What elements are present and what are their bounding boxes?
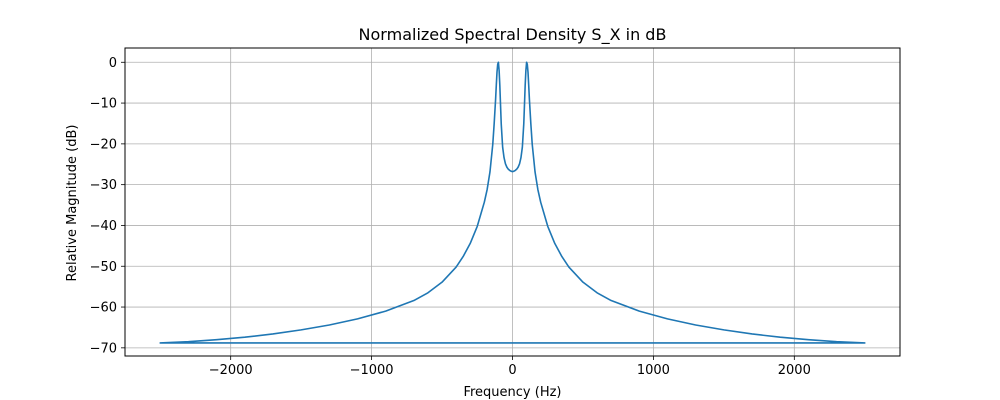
x-tick-label: 0 — [508, 363, 516, 378]
y-tick-label: −50 — [90, 260, 117, 275]
y-tick-label: −20 — [90, 137, 117, 152]
x-tick-label: −2000 — [209, 363, 253, 378]
grid-layer — [125, 48, 900, 356]
y-tick-label: −60 — [90, 301, 117, 316]
y-tick-label: 0 — [109, 56, 117, 71]
y-tick-label: −30 — [90, 178, 117, 193]
y-tick-label: −70 — [90, 341, 117, 356]
y-tick-label: −40 — [90, 219, 117, 234]
x-tick-label: 2000 — [778, 363, 811, 378]
x-tick-label: −1000 — [350, 363, 394, 378]
chart-title: Normalized Spectral Density S_X in dB — [359, 25, 667, 45]
series-line — [159, 61, 866, 344]
tick-layer: −2000 −1000 0 1000 2000 0 −10 −20 −30 −40 −50 −60 −7… — [90, 56, 811, 378]
series-layer — [159, 61, 866, 344]
y-axis-label: Relative Magnitude (dB) — [65, 125, 80, 282]
x-tick-label: 1000 — [637, 363, 670, 378]
x-axis-label: Frequency (Hz) — [463, 385, 561, 400]
y-tick-label: −10 — [90, 97, 117, 112]
